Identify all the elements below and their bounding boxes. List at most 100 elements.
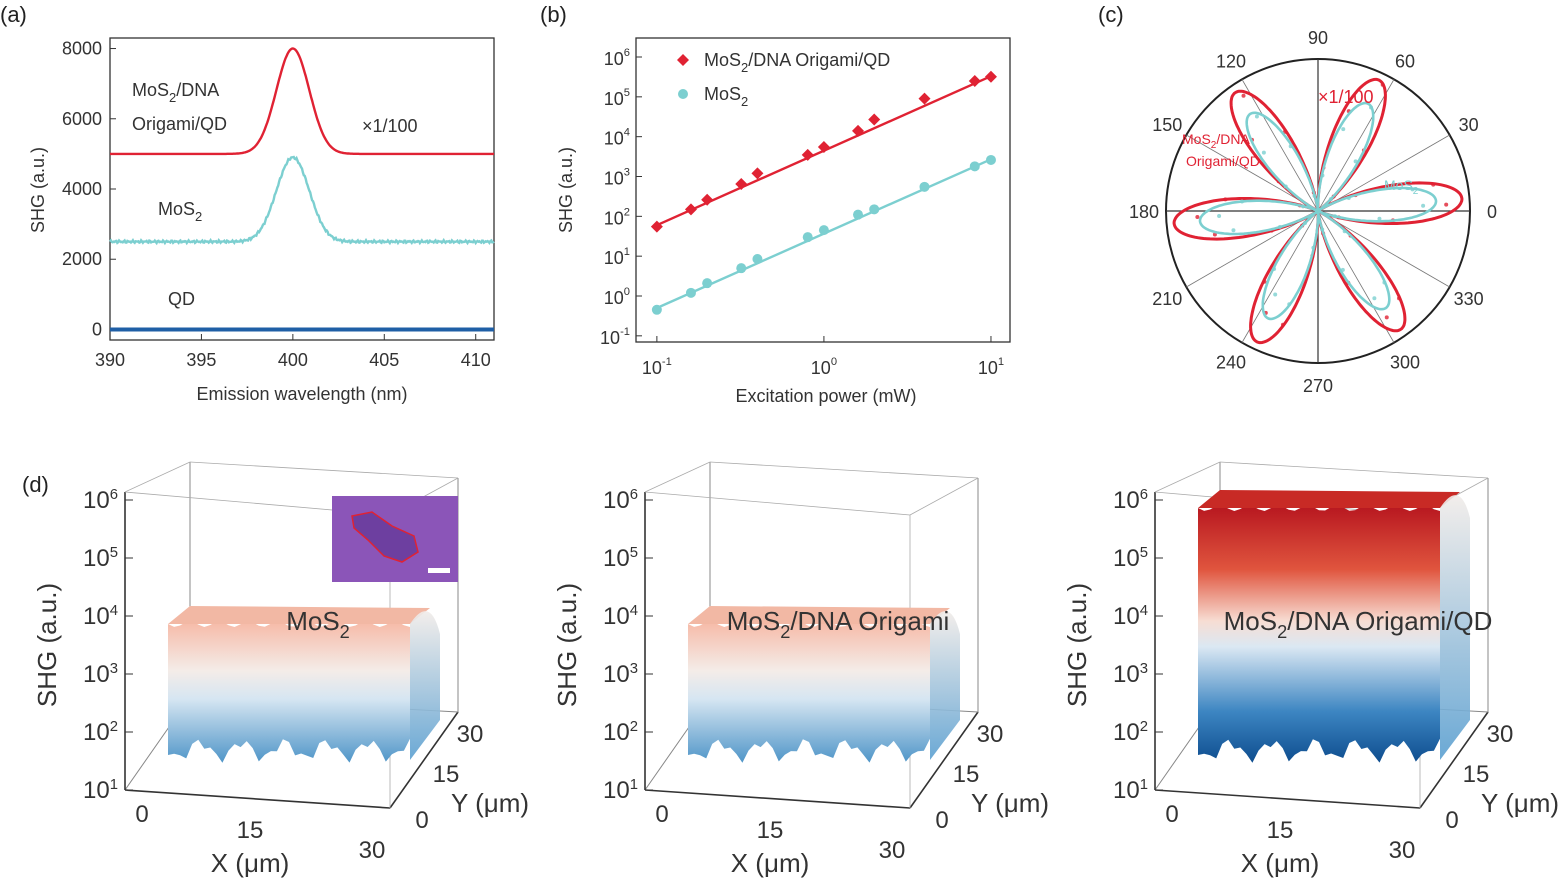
panel-c-point bbox=[1223, 197, 1228, 202]
panel-c-point bbox=[1369, 105, 1374, 110]
panel-c-scale-note: ×1/100 bbox=[1318, 87, 1374, 107]
surface-ztick-label-base: 10 bbox=[83, 487, 110, 514]
surface-xlabel: X (μm) bbox=[1241, 848, 1320, 878]
surface-title: MoS2 bbox=[286, 606, 350, 642]
panel-label-d: (d) bbox=[22, 472, 49, 497]
surface-ztick-label-exp: 2 bbox=[110, 719, 118, 735]
surface-front-face bbox=[1198, 505, 1440, 763]
panel-a-xtick-label: 405 bbox=[369, 350, 399, 370]
panel-c-point bbox=[1320, 173, 1325, 178]
panel-c-angle-label: 240 bbox=[1216, 353, 1246, 373]
surface-ztick-label: 102 bbox=[83, 719, 118, 746]
surface-box-edge bbox=[124, 461, 191, 493]
panel-c-angle-label: 330 bbox=[1454, 289, 1484, 309]
panel-c-point bbox=[1261, 150, 1266, 155]
panel-c-point bbox=[1231, 228, 1236, 233]
panel-b-point-cyan bbox=[702, 278, 713, 289]
panel-b-ytick-label-exp: 1 bbox=[624, 246, 630, 258]
surface-ytick-label: 30 bbox=[457, 721, 484, 748]
panel-a-ylabel: SHG (a.u.) bbox=[28, 147, 48, 233]
surface-ztick-label-exp: 1 bbox=[110, 777, 118, 793]
surface-title-sub: 2 bbox=[340, 622, 350, 642]
surface-ztick-label-base: 10 bbox=[83, 545, 110, 572]
surface-ztick-label-exp: 2 bbox=[1140, 719, 1148, 735]
panel-b-ytick-label-exp: 6 bbox=[624, 47, 630, 59]
surface-ztick-label-exp: 4 bbox=[110, 603, 118, 619]
panel-a-xtick-label: 410 bbox=[461, 350, 491, 370]
panel-b-point-cyan bbox=[969, 161, 980, 172]
panel-b-xtick-label-base: 10 bbox=[811, 358, 831, 378]
panel-b-ytick-label-base: 10 bbox=[600, 328, 620, 348]
surface-box-edge bbox=[1419, 711, 1489, 809]
surface-title-main: MoS bbox=[286, 606, 339, 636]
panel-c-angle-label: 90 bbox=[1308, 28, 1328, 48]
surface-ztick-label: 103 bbox=[83, 661, 118, 688]
surface-ztick-label-base: 10 bbox=[1113, 777, 1140, 804]
surface-xlabel: X (μm) bbox=[731, 848, 810, 878]
panel-b-ytick-label: 102 bbox=[604, 206, 630, 228]
surface-ytick-label: 30 bbox=[1487, 721, 1514, 748]
panel-b-ytick-label-base: 10 bbox=[604, 89, 624, 109]
panel-b-ytick-label: 106 bbox=[604, 47, 630, 69]
panel-c-point bbox=[1311, 245, 1316, 250]
surface-box-edge bbox=[644, 491, 911, 516]
surface-ytick-label: 0 bbox=[1445, 807, 1458, 834]
panel-c-point bbox=[1332, 214, 1337, 219]
surface-title-sub: 2 bbox=[1277, 622, 1287, 642]
panel-c-point bbox=[1444, 202, 1449, 207]
surface-ztick-label-exp: 2 bbox=[630, 719, 638, 735]
panel-c-point bbox=[1340, 267, 1345, 272]
panel-c-point bbox=[1396, 296, 1401, 301]
panel-a-xtick-label: 390 bbox=[95, 350, 125, 370]
surface-ztick-label-base: 10 bbox=[1113, 603, 1140, 630]
surface-ztick-label: 105 bbox=[1113, 545, 1148, 572]
panel-c-angle-label: 270 bbox=[1303, 376, 1333, 396]
panel-b-ytick-label-exp: -1 bbox=[620, 326, 630, 338]
surface-xtick-label: 15 bbox=[1267, 817, 1294, 844]
panel-c-angle-label: 210 bbox=[1152, 289, 1182, 309]
panel-b-point-red bbox=[868, 113, 881, 126]
panel-b-xtick-label-base: 10 bbox=[642, 358, 662, 378]
surface-ytick-label: 15 bbox=[1463, 761, 1490, 788]
surface-ztick-label-base: 10 bbox=[83, 603, 110, 630]
surface-ztick-label-base: 10 bbox=[603, 603, 630, 630]
panel-c-point bbox=[1377, 216, 1382, 221]
panel-b-point-cyan bbox=[651, 304, 662, 315]
surface-ztick-label: 103 bbox=[603, 661, 638, 688]
panel-c-angle-label: 0 bbox=[1487, 202, 1497, 222]
panel-b-point-cyan bbox=[869, 204, 880, 215]
surface-ztick-label-exp: 3 bbox=[630, 661, 638, 677]
panel-b-point-cyan bbox=[752, 253, 763, 264]
panel-c-point bbox=[1410, 187, 1415, 192]
surface-top-face bbox=[1198, 490, 1460, 508]
panel-a-chart: 390 395 400 405 410 0 2000 4000 6000 8000 Emissio… bbox=[28, 37, 495, 404]
surface-ztick-label-exp: 5 bbox=[630, 545, 638, 561]
panel-c-point bbox=[1341, 127, 1346, 132]
panel-c-polar: 0 30 60 90 120 150 180 210 240 270 300 330 ×1/100 M… bbox=[1129, 28, 1497, 396]
legend-label-cyan: MoS2 bbox=[704, 84, 748, 109]
panel-c-angle-label: 120 bbox=[1216, 51, 1246, 71]
surface-xtick-label: 30 bbox=[879, 837, 906, 864]
surface-ztick-label: 105 bbox=[83, 545, 118, 572]
panel-b-xtick-label-base: 10 bbox=[978, 358, 998, 378]
surface-ztick-label-base: 10 bbox=[1113, 487, 1140, 514]
surface-ztick-label-base: 10 bbox=[83, 719, 110, 746]
panel-b-ytick-label-base: 10 bbox=[604, 288, 624, 308]
surface-side-face bbox=[930, 611, 960, 760]
surface-ztick-label-base: 10 bbox=[603, 661, 630, 688]
surface-ztick-label: 104 bbox=[603, 603, 638, 630]
panel-c-point bbox=[1320, 227, 1325, 232]
surface-box-edge bbox=[909, 711, 979, 809]
surface-title-rest: /DNA Origami/QD bbox=[1287, 606, 1492, 636]
panel-b-ytick-label-base: 10 bbox=[604, 248, 624, 268]
panel-c-label-mos2: MoS2 bbox=[1384, 177, 1419, 197]
panel-b-series bbox=[650, 70, 997, 315]
panel-c-angle-label: 180 bbox=[1129, 202, 1159, 222]
panel-b-point-cyan bbox=[736, 263, 747, 274]
surface-zlabel: SHG (a.u.) bbox=[552, 583, 582, 707]
panel-a-label-mos2: MoS2 bbox=[158, 199, 202, 224]
panel-c-angle-label: 60 bbox=[1395, 51, 1415, 71]
